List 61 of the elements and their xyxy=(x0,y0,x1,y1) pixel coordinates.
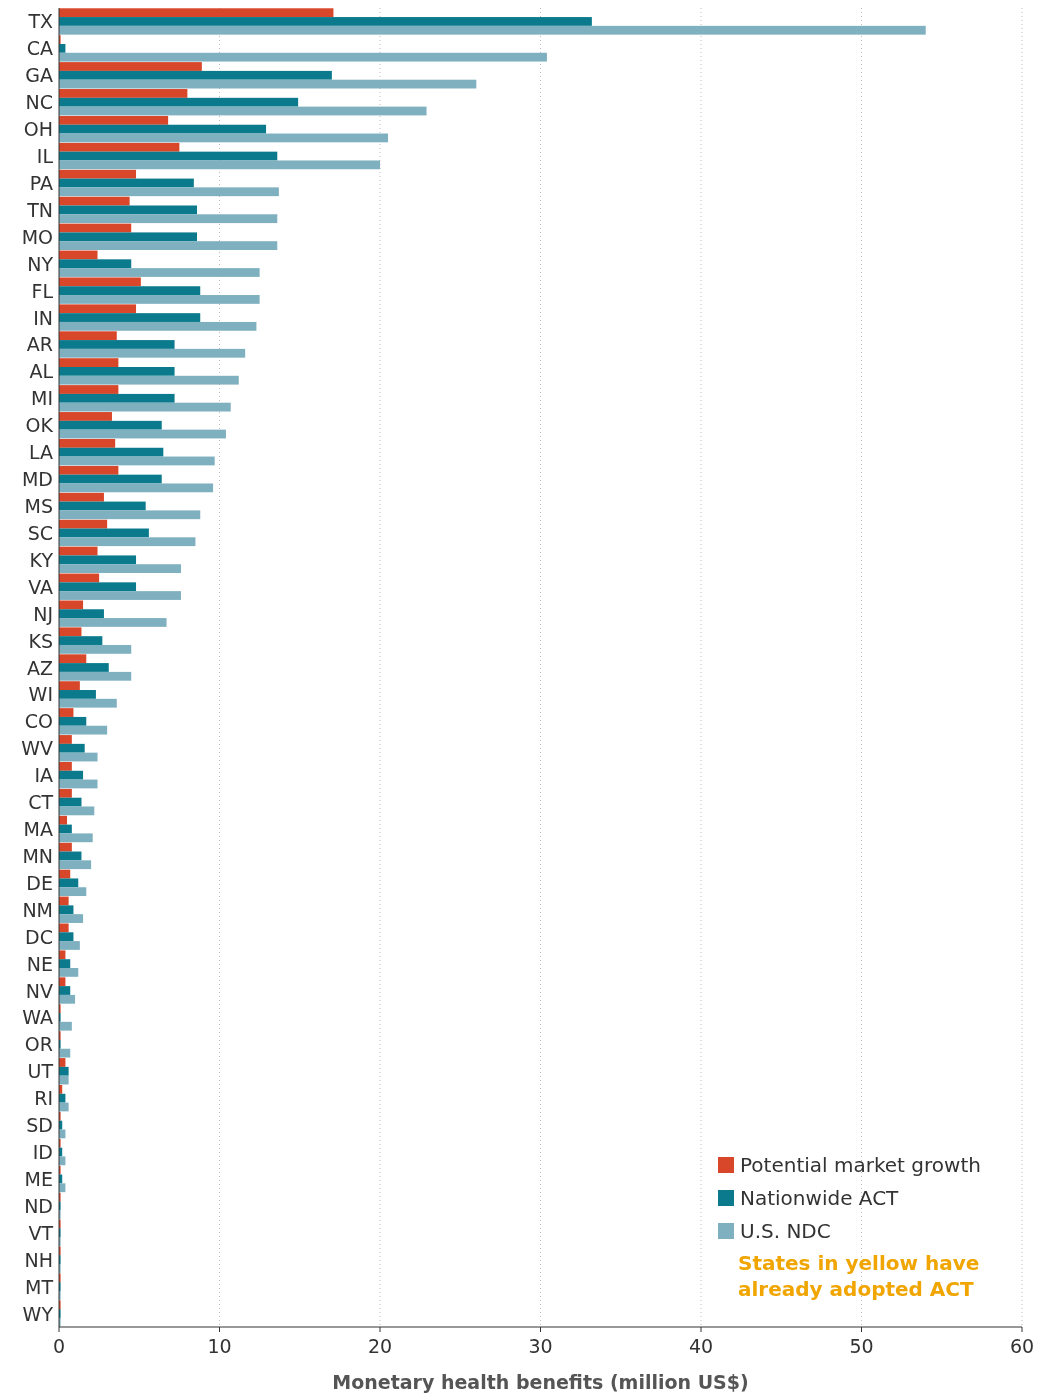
y-tick-label: TN xyxy=(26,198,53,221)
y-tick-label: IA xyxy=(34,764,53,787)
x-tick-label: 30 xyxy=(528,1335,553,1357)
y-tick-label: NV xyxy=(25,979,53,1002)
y-tick-label: NY xyxy=(27,252,54,275)
y-tick-label: CT xyxy=(28,791,54,814)
x-tick-label: 50 xyxy=(849,1335,874,1357)
legend-label: Potential market growth xyxy=(740,1153,981,1177)
y-tick-label: NE xyxy=(26,952,53,975)
y-tick-label: IL xyxy=(36,145,54,168)
y-tick-label: OK xyxy=(25,414,54,437)
y-tick-label: MD xyxy=(21,468,53,491)
y-tick-label: LA xyxy=(28,441,53,464)
y-tick-label: MS xyxy=(24,494,53,517)
y-tick-label: MA xyxy=(23,818,53,841)
y-tick-label: MT xyxy=(25,1275,54,1298)
x-tick-label: 40 xyxy=(688,1335,714,1357)
y-tick-label: KY xyxy=(29,548,54,571)
y-tick-label: CO xyxy=(24,710,53,733)
y-tick-label: SD xyxy=(26,1114,53,1137)
y-tick-label: MN xyxy=(22,844,53,867)
y-tick-label: SC xyxy=(27,521,53,544)
y-tick-label: VA xyxy=(28,575,53,598)
y-tick-label: NM xyxy=(22,898,53,921)
y-tick-label: ME xyxy=(24,1167,53,1190)
y-tick-label: WV xyxy=(21,737,53,760)
y-tick-label: MO xyxy=(21,225,53,248)
y-tick-label: OH xyxy=(23,118,53,141)
y-tick-label: PA xyxy=(29,171,53,194)
y-tick-label: ND xyxy=(24,1194,53,1217)
y-tick-label: DE xyxy=(26,871,53,894)
y-tick-label: VT xyxy=(28,1221,54,1244)
y-tick-label: WY xyxy=(22,1302,54,1325)
y-tick-label: NJ xyxy=(33,602,53,625)
y-tick-label: WA xyxy=(22,1006,53,1029)
y-tick-label: IN xyxy=(33,306,53,329)
y-tick-label: TX xyxy=(27,10,53,33)
y-tick-label: AL xyxy=(29,360,54,383)
y-tick-label: ID xyxy=(32,1141,53,1164)
legend-label: Nationwide ACT xyxy=(740,1186,900,1210)
y-tick-label: DC xyxy=(25,925,53,948)
y-tick-label: UT xyxy=(27,1060,54,1083)
y-tick-label: KS xyxy=(28,629,53,652)
y-tick-label: CA xyxy=(26,37,53,60)
x-tick-label: 60 xyxy=(1009,1335,1035,1357)
legend-label: U.S. NDC xyxy=(740,1219,831,1243)
y-tick-label: OR xyxy=(24,1033,53,1056)
y-tick-label: RI xyxy=(34,1087,53,1110)
y-tick-label: GA xyxy=(25,64,53,87)
y-tick-label: AZ xyxy=(26,656,53,679)
annotation: States in yellow have already adopted ACT xyxy=(738,1251,980,1301)
x-tick-label: 20 xyxy=(367,1335,393,1357)
x-tick-label: 0 xyxy=(52,1335,66,1357)
y-tick-label: NH xyxy=(24,1248,53,1271)
y-tick-label: NC xyxy=(25,91,53,114)
y-tick-label: WI xyxy=(28,683,53,706)
y-tick-label: AR xyxy=(26,333,53,356)
x-axis-title: Monetary health benefits (million US$) xyxy=(332,1371,749,1393)
x-tick-label: 10 xyxy=(207,1335,232,1357)
y-tick-label: MI xyxy=(31,387,53,410)
y-tick-label: FL xyxy=(31,279,54,302)
